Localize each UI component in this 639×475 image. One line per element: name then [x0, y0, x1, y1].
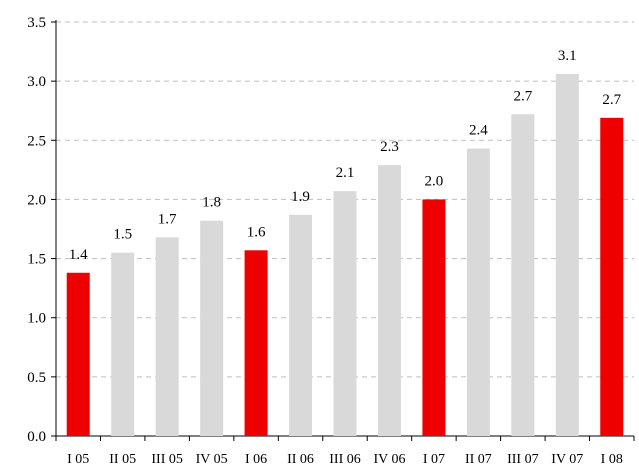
bar-i-07: [422, 199, 446, 436]
x-category-label: II 05: [109, 452, 136, 467]
data-label: 1.9: [291, 189, 310, 205]
bar-iii-06: [333, 191, 357, 436]
bar-iv-06: [377, 165, 401, 436]
y-tick-label: 2.5: [27, 133, 46, 149]
x-category-label: IV 07: [551, 452, 583, 467]
x-category-label: II 06: [287, 452, 314, 467]
bar-i-05: [66, 272, 90, 436]
data-label: 2.1: [336, 165, 355, 181]
y-tick-label: 2.0: [27, 192, 46, 208]
y-tick-label: 1.0: [27, 311, 46, 327]
bar-iv-07: [555, 74, 579, 436]
y-tick-label: 3.0: [27, 74, 46, 90]
x-category-label: II 07: [465, 452, 492, 467]
data-label: 2.0: [425, 173, 444, 189]
bar-iv-05: [200, 220, 224, 436]
x-category-label: I 08: [601, 452, 623, 467]
data-label: 2.3: [380, 139, 399, 155]
x-category-label: III 06: [329, 452, 361, 467]
bar-i-08: [600, 117, 624, 436]
bars: [66, 74, 624, 437]
bar-iii-07: [511, 114, 535, 437]
y-tick-label: 0.0: [27, 429, 46, 445]
bar-ii-06: [289, 214, 313, 436]
data-label: 1.5: [113, 227, 132, 243]
data-label: 2.7: [513, 88, 532, 104]
bar-i-06: [244, 250, 268, 436]
x-category-label: I 05: [67, 452, 89, 467]
x-category-label: III 05: [151, 452, 183, 467]
x-category-label: IV 05: [196, 452, 228, 467]
x-category-label: III 07: [507, 452, 539, 467]
data-labels: 1.4 1.5 1.7 1.8 1.6 1.9 2.1 2.3 2.0 2.4 2.7 3.1 2.7: [69, 48, 622, 263]
bar-ii-05: [111, 252, 135, 436]
y-axis-ticks: 0.0 0.5 1.0 1.5 2.0 2.5 3.0 3.5: [27, 15, 46, 445]
data-label: 3.1: [558, 48, 577, 64]
y-tick-label: 0.5: [27, 370, 46, 386]
x-category-label: I 06: [245, 452, 267, 467]
data-label: 2.7: [602, 92, 621, 108]
x-axis-categories: I 05 II 05 III 05 IV 05 I 06 II 06 III 06 IV 06…: [67, 452, 623, 467]
x-category-label: I 07: [423, 452, 445, 467]
bar-ii-07: [466, 148, 490, 436]
bar-iii-05: [155, 237, 179, 436]
x-category-label: IV 06: [373, 452, 405, 467]
data-label: 2.4: [469, 123, 488, 139]
data-label: 1.4: [69, 247, 88, 263]
data-label: 1.8: [202, 195, 221, 211]
data-label: 1.6: [247, 224, 266, 240]
y-tick-label: 3.5: [27, 15, 46, 31]
y-tick-label: 1.5: [27, 252, 46, 268]
data-label: 1.7: [158, 211, 177, 227]
